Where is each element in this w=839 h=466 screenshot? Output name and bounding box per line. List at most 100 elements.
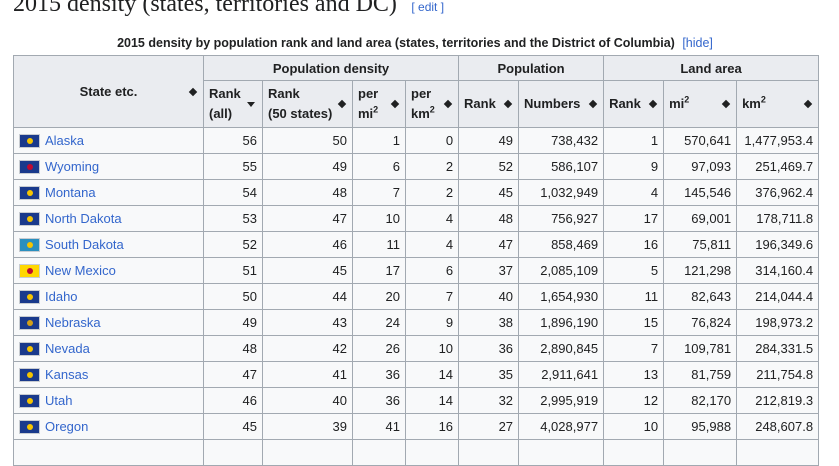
flag-emblem (26, 268, 33, 275)
state-link[interactable]: Utah (45, 392, 73, 408)
flag-icon (19, 212, 40, 227)
number-cell: 36 (352, 387, 406, 414)
column-header[interactable]: km2 (736, 80, 820, 128)
header-line: (50 states) (268, 106, 333, 121)
number-cell: 15 (603, 309, 665, 336)
table-row: Nevada 48 42 26 10 36 2,890,845 7 109,781 284,331… (13, 335, 820, 362)
number-cell: 5 (603, 257, 665, 284)
table-row: South Dakota 52 46 11 4 47 858,469 16 75,811 196,… (13, 231, 820, 258)
state-link[interactable]: Idaho (45, 288, 78, 304)
state-link[interactable]: Alaska (45, 132, 85, 148)
header-row: State etc. Population density Population… (13, 55, 820, 128)
flag-icon (19, 186, 40, 201)
state-cell: Nevada (13, 335, 204, 362)
table-row: Montana 54 48 7 2 45 1,032,949 4 145,546 376,962.… (13, 179, 820, 206)
empty-cell (518, 439, 605, 466)
number-cell: 376,962.4 (736, 179, 820, 206)
number-cell: 10 (352, 205, 406, 232)
page: 2015 density (states, territories and DC… (13, 0, 820, 466)
number-cell: 9 (603, 153, 665, 180)
number-cell: 13 (603, 361, 665, 388)
state-link[interactable]: North Dakota (45, 210, 122, 226)
state-link[interactable]: Nebraska (45, 314, 101, 330)
number-cell: 45 (458, 179, 520, 206)
flag-icon (19, 394, 40, 409)
state-cell: Montana (13, 179, 204, 206)
number-cell: 1 (603, 127, 665, 154)
state-link[interactable]: South Dakota (45, 236, 124, 252)
header-sup: 2 (429, 104, 435, 115)
number-cell: 81,759 (663, 361, 738, 388)
number-cell: 7 (404, 283, 460, 310)
number-cell: 36 (458, 335, 520, 362)
header-sup: 2 (373, 104, 379, 115)
column-header[interactable]: Rank (458, 80, 520, 128)
number-cell: 76,824 (663, 309, 738, 336)
flag-emblem (26, 398, 33, 405)
empty-cell (13, 439, 204, 466)
number-cell: 16 (603, 231, 665, 258)
heading-title: 2015 density (states, territories and DC… (13, 0, 397, 17)
table-row: Wyoming 55 49 6 2 52 586,107 9 97,093 251,469.7 (13, 153, 820, 180)
state-cell: Kansas (13, 361, 204, 388)
header-sup: 2 (684, 94, 690, 105)
number-cell: 39 (262, 413, 353, 440)
number-cell: 0 (404, 127, 460, 154)
number-cell: 55 (203, 153, 263, 180)
state-link[interactable]: New Mexico (45, 262, 116, 278)
flag-emblem (26, 424, 33, 431)
header-sup: 2 (760, 94, 766, 105)
column-header[interactable]: per mi2 (352, 80, 406, 128)
state-header[interactable]: State etc. (13, 55, 204, 128)
state-link[interactable]: Kansas (45, 366, 89, 382)
number-cell: 52 (458, 153, 520, 180)
number-cell: 45 (262, 257, 353, 284)
density-table: State etc. Population density Population… (13, 55, 820, 466)
header-line: Rank (209, 86, 241, 101)
number-cell: 1,654,930 (518, 283, 605, 310)
empty-cell (203, 439, 263, 466)
number-cell: 6 (404, 257, 460, 284)
number-cell: 35 (458, 361, 520, 388)
number-cell: 26 (352, 335, 406, 362)
state-cell: Wyoming (13, 153, 204, 180)
number-cell: 11 (603, 283, 665, 310)
number-cell: 14 (404, 387, 460, 414)
flag-emblem (26, 320, 33, 327)
caption-text: 2015 density by population rank and land… (117, 36, 675, 50)
header-line: (all) (209, 106, 233, 121)
group-header: Land area (603, 55, 820, 81)
number-cell: 48 (203, 335, 263, 362)
hide-link[interactable]: [hide] (682, 36, 713, 50)
table-row: Nebraska 49 43 24 9 38 1,896,190 15 76,824 198,97… (13, 309, 820, 336)
state-link[interactable]: Nevada (45, 340, 90, 356)
state-link[interactable]: Wyoming (45, 158, 100, 174)
sort-icon[interactable] (188, 87, 198, 96)
column-header[interactable]: Rank (603, 80, 665, 128)
header-row: Rank (all) Rank (50 states) per mi2 per km2 Rank… (14, 80, 820, 128)
flag-icon (19, 420, 40, 435)
number-cell: 4 (603, 179, 665, 206)
number-cell: 14 (404, 361, 460, 388)
empty-cell (352, 439, 406, 466)
state-link[interactable]: Oregon (45, 418, 89, 434)
state-link[interactable]: Montana (45, 184, 96, 200)
column-header[interactable]: mi2 (663, 80, 738, 128)
number-cell: 251,469.7 (736, 153, 820, 180)
state-cell: Idaho (13, 283, 204, 310)
column-header[interactable]: Numbers (518, 80, 605, 128)
edit-link[interactable]: [ edit ] (411, 0, 445, 14)
table-row: New Mexico 51 45 17 6 37 2,085,109 5 121,298 314,… (13, 257, 820, 284)
number-cell: 20 (352, 283, 406, 310)
flag-emblem (26, 190, 33, 197)
state-cell: Alaska (13, 127, 204, 154)
number-cell: 4,028,977 (518, 413, 605, 440)
column-header[interactable]: Rank (all) (203, 80, 263, 128)
number-cell: 284,331.5 (736, 335, 820, 362)
column-header[interactable]: Rank (50 states) (262, 80, 353, 128)
sort-icon[interactable] (247, 102, 255, 107)
column-header[interactable]: per km2 (404, 80, 460, 128)
header-text: State etc. (79, 84, 138, 99)
number-cell: 49 (203, 309, 263, 336)
number-cell: 97,093 (663, 153, 738, 180)
